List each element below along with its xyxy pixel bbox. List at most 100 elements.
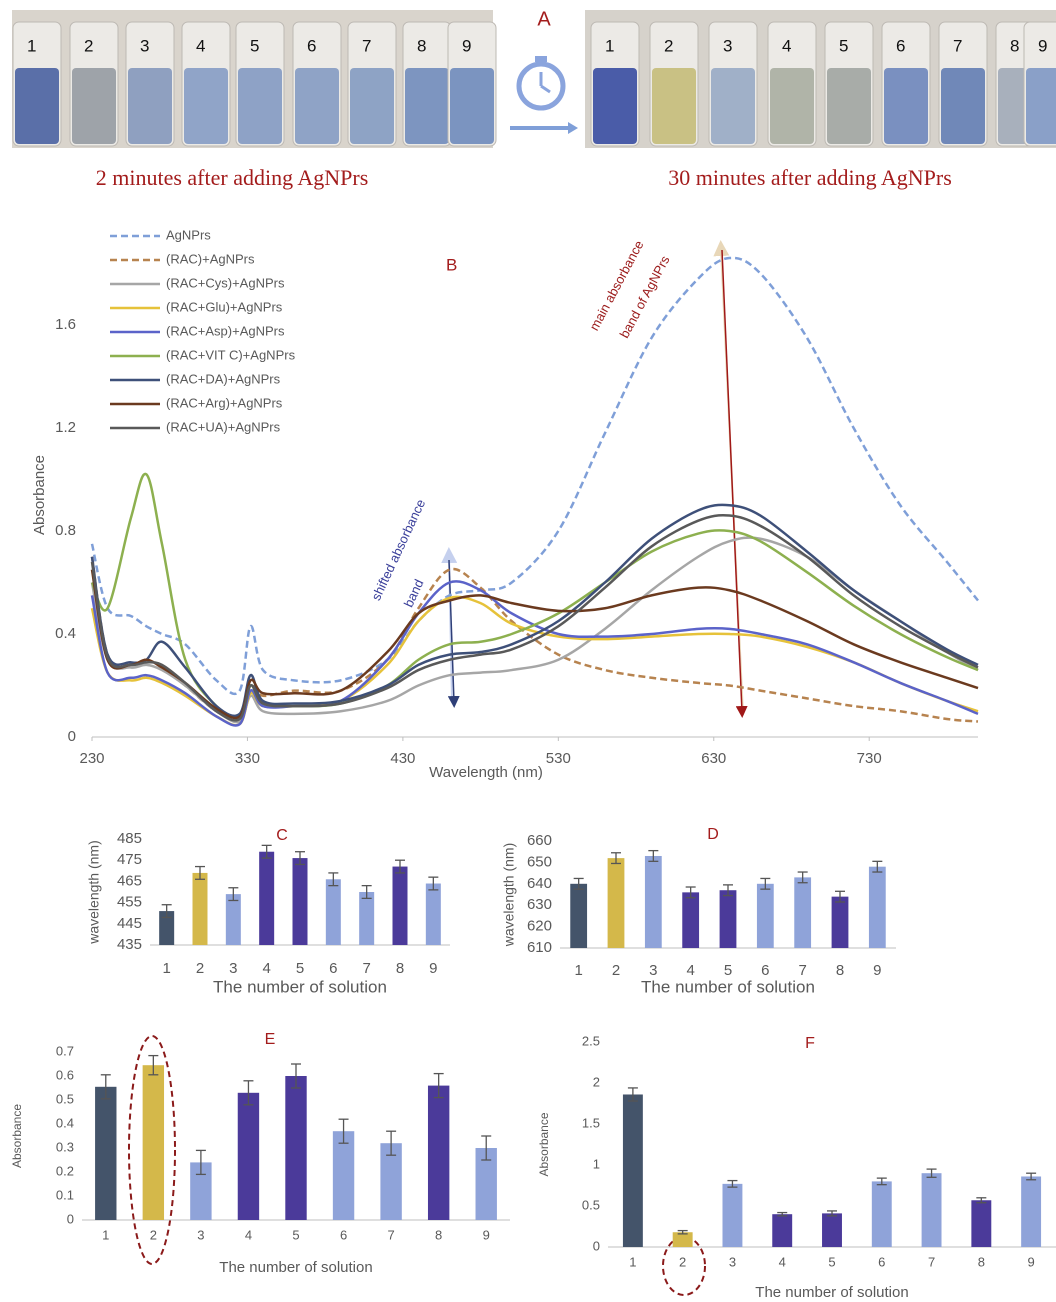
vial-number: 7 — [953, 36, 962, 55]
x-tick-label: 8 — [435, 1227, 442, 1242]
legend-label: (RAC+Glu)+AgNPrs — [166, 299, 283, 314]
bar — [95, 1087, 116, 1220]
panel-label: A — [537, 8, 551, 30]
x-axis-label: The number of solution — [641, 977, 815, 996]
x-tick-label: 5 — [724, 962, 732, 979]
legend-label: AgNPrs — [166, 227, 211, 242]
y-axis-label: Absorbance — [31, 455, 48, 535]
time-arrow-head — [568, 122, 578, 134]
y-tick-label: 0 — [67, 1211, 74, 1226]
y-tick-label: 455 — [117, 894, 142, 911]
page: {"panel_a": {"label": "A", "before": {"v… — [0, 0, 1056, 1302]
vial-liquid — [884, 68, 928, 144]
vial-number: 5 — [839, 36, 848, 55]
vial-number: 5 — [250, 36, 259, 55]
vial-liquid — [238, 68, 282, 144]
x-tick-label: 9 — [1027, 1254, 1034, 1269]
x-tick-label: 9 — [873, 962, 881, 979]
bar — [428, 1086, 449, 1220]
bar — [359, 892, 374, 945]
x-axis-label: Wavelength (nm) — [429, 764, 543, 781]
vial-number: 1 — [605, 36, 614, 55]
data-line — [92, 538, 978, 723]
vial-liquid — [770, 68, 814, 144]
y-tick-label: 0.4 — [55, 625, 76, 642]
y-tick-label: 0.4 — [56, 1115, 74, 1130]
data-line — [92, 597, 978, 725]
x-tick-label: 630 — [701, 750, 726, 767]
bar — [333, 1131, 354, 1220]
x-tick-label: 6 — [329, 960, 337, 977]
vial-number: 1 — [27, 36, 36, 55]
y-tick-label: 0.8 — [55, 522, 76, 539]
x-tick-label: 7 — [362, 960, 370, 977]
y-tick-label: 0.1 — [56, 1187, 74, 1202]
y-tick-label: 0.3 — [56, 1139, 74, 1154]
x-tick-label: 4 — [262, 960, 270, 977]
x-tick-label: 2 — [150, 1227, 157, 1242]
vial-liquid — [15, 68, 59, 144]
vial-number: 9 — [1038, 36, 1047, 55]
x-tick-label: 3 — [729, 1254, 736, 1269]
vial-liquid — [652, 68, 696, 144]
x-tick-label: 6 — [340, 1227, 347, 1242]
legend-label: (RAC+DA)+AgNPrs — [166, 371, 281, 386]
x-tick-label: 4 — [779, 1254, 786, 1269]
vial-liquid — [711, 68, 755, 144]
vial-liquid — [72, 68, 116, 144]
vial-liquid — [128, 68, 172, 144]
x-axis-label: The number of solution — [213, 977, 387, 996]
legend-label: (RAC+UA)+AgNPrs — [166, 419, 281, 434]
x-tick-label: 6 — [761, 962, 769, 979]
bar — [971, 1200, 991, 1247]
y-tick-label: 0.5 — [56, 1091, 74, 1106]
y-tick-label: 435 — [117, 936, 142, 953]
y-tick-label: 660 — [527, 832, 552, 849]
x-tick-label: 3 — [229, 960, 237, 977]
y-tick-label: 0.2 — [56, 1163, 74, 1178]
y-tick-label: 1.6 — [55, 316, 76, 333]
bar — [772, 1214, 792, 1247]
bar — [623, 1094, 643, 1247]
vial-number: 2 — [84, 36, 93, 55]
y-tick-label: 1 — [593, 1156, 600, 1171]
panel-label: B — [446, 255, 457, 274]
y-tick-label: 0.6 — [56, 1067, 74, 1082]
x-tick-label: 5 — [828, 1254, 835, 1269]
x-tick-label: 3 — [197, 1227, 204, 1242]
legend-label: (RAC+Asp)+AgNPrs — [166, 323, 285, 338]
vial-number: 7 — [362, 36, 371, 55]
bar — [822, 1213, 842, 1247]
vial-liquid — [295, 68, 339, 144]
vial-liquid — [405, 68, 449, 144]
x-tick-label: 1 — [574, 962, 582, 979]
y-tick-label: 0.7 — [56, 1043, 74, 1058]
arrow — [722, 250, 742, 712]
bar — [226, 894, 241, 945]
y-tick-label: 0 — [68, 728, 76, 745]
y-axis-label: wavelength (nm) — [86, 840, 102, 945]
bar — [193, 873, 208, 945]
x-tick-label: 1 — [102, 1227, 109, 1242]
vial-liquid — [827, 68, 871, 144]
bar — [722, 1184, 742, 1247]
bar — [393, 867, 408, 945]
x-tick-label: 2 — [612, 962, 620, 979]
y-tick-label: 0.5 — [582, 1197, 600, 1212]
y-tick-label: 640 — [527, 875, 552, 892]
data-line — [92, 581, 978, 725]
x-axis-label: The number of solution — [219, 1259, 372, 1276]
y-tick-label: 445 — [117, 915, 142, 932]
x-tick-label: 5 — [292, 1227, 299, 1242]
bar — [238, 1093, 259, 1220]
vial-liquid — [593, 68, 637, 144]
bar — [326, 879, 341, 945]
x-tick-label: 5 — [296, 960, 304, 977]
bar — [794, 877, 811, 948]
figure: 123456789123456789 A 2 minutes after add… — [0, 0, 1056, 1302]
y-tick-label: 630 — [527, 896, 552, 913]
x-tick-label: 230 — [79, 750, 104, 767]
x-tick-label: 330 — [235, 750, 260, 767]
y-tick-label: 620 — [527, 918, 552, 935]
y-tick-label: 465 — [117, 872, 142, 889]
